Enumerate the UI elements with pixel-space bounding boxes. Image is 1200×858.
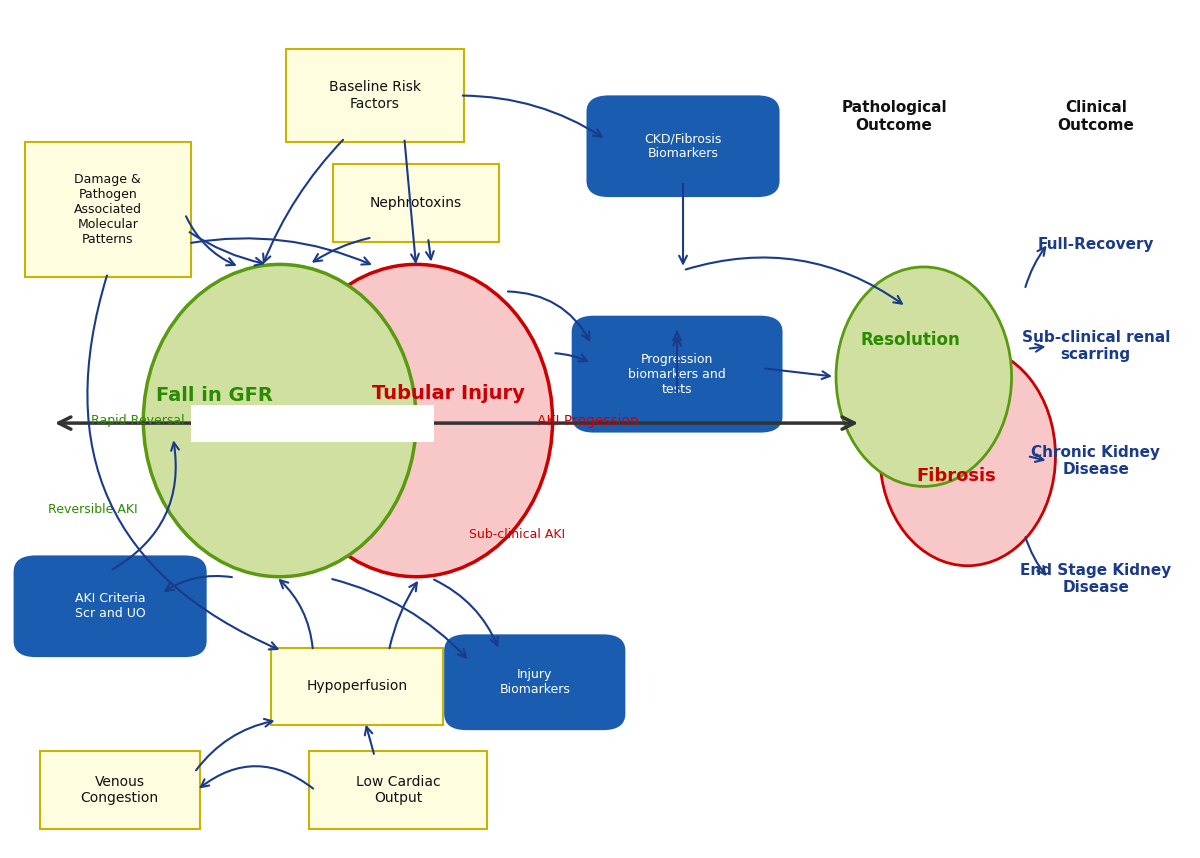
FancyBboxPatch shape — [334, 164, 499, 242]
Text: Damage &
Pathogen
Associated
Molecular
Patterns: Damage & Pathogen Associated Molecular P… — [73, 173, 142, 246]
FancyBboxPatch shape — [286, 49, 463, 142]
Text: AKI Progession: AKI Progession — [538, 414, 640, 427]
Text: CKD/Fibrosis
Biomarkers: CKD/Fibrosis Biomarkers — [644, 132, 721, 160]
Text: Fall in GFR: Fall in GFR — [156, 386, 272, 405]
Text: Nephrotoxins: Nephrotoxins — [370, 196, 462, 209]
FancyBboxPatch shape — [40, 752, 199, 829]
Ellipse shape — [280, 264, 552, 577]
FancyBboxPatch shape — [271, 648, 443, 725]
FancyBboxPatch shape — [191, 404, 434, 442]
Text: Chronic Kidney
Disease: Chronic Kidney Disease — [1031, 445, 1160, 477]
Text: Injury
Biomarkers: Injury Biomarkers — [499, 668, 570, 696]
FancyBboxPatch shape — [310, 752, 487, 829]
FancyBboxPatch shape — [445, 636, 624, 729]
Text: Rapid Reversal: Rapid Reversal — [91, 414, 185, 427]
Text: Pathological
Outcome: Pathological Outcome — [841, 100, 947, 133]
FancyBboxPatch shape — [25, 142, 191, 277]
FancyBboxPatch shape — [14, 557, 205, 656]
Text: Sub-clinical renal
scarring: Sub-clinical renal scarring — [1021, 330, 1170, 362]
FancyBboxPatch shape — [588, 96, 779, 196]
Text: Reversible AKI: Reversible AKI — [48, 503, 137, 516]
Text: Hypoperfusion: Hypoperfusion — [306, 680, 408, 693]
Text: Low Cardiac
Output: Low Cardiac Output — [356, 775, 440, 806]
Ellipse shape — [143, 264, 416, 577]
Text: Baseline Risk
Factors: Baseline Risk Factors — [329, 81, 421, 111]
Text: Clinical
Outcome: Clinical Outcome — [1057, 100, 1134, 133]
Text: AKI Criteria
Scr and UO: AKI Criteria Scr and UO — [74, 592, 145, 620]
Text: Resolution: Resolution — [860, 331, 961, 349]
Ellipse shape — [836, 267, 1012, 486]
Text: End Stage Kidney
Disease: End Stage Kidney Disease — [1020, 563, 1171, 595]
Text: Full-Recovery: Full-Recovery — [1038, 238, 1154, 252]
Text: Venous
Congestion: Venous Congestion — [80, 775, 158, 806]
Text: Tubular Injury: Tubular Injury — [372, 384, 524, 403]
Text: Fibrosis: Fibrosis — [916, 468, 996, 486]
FancyBboxPatch shape — [572, 317, 781, 432]
Text: Sub-clinical AKI: Sub-clinical AKI — [469, 528, 565, 541]
Ellipse shape — [880, 347, 1056, 565]
Text: Progression
biomarkers and
tests: Progression biomarkers and tests — [629, 353, 726, 396]
